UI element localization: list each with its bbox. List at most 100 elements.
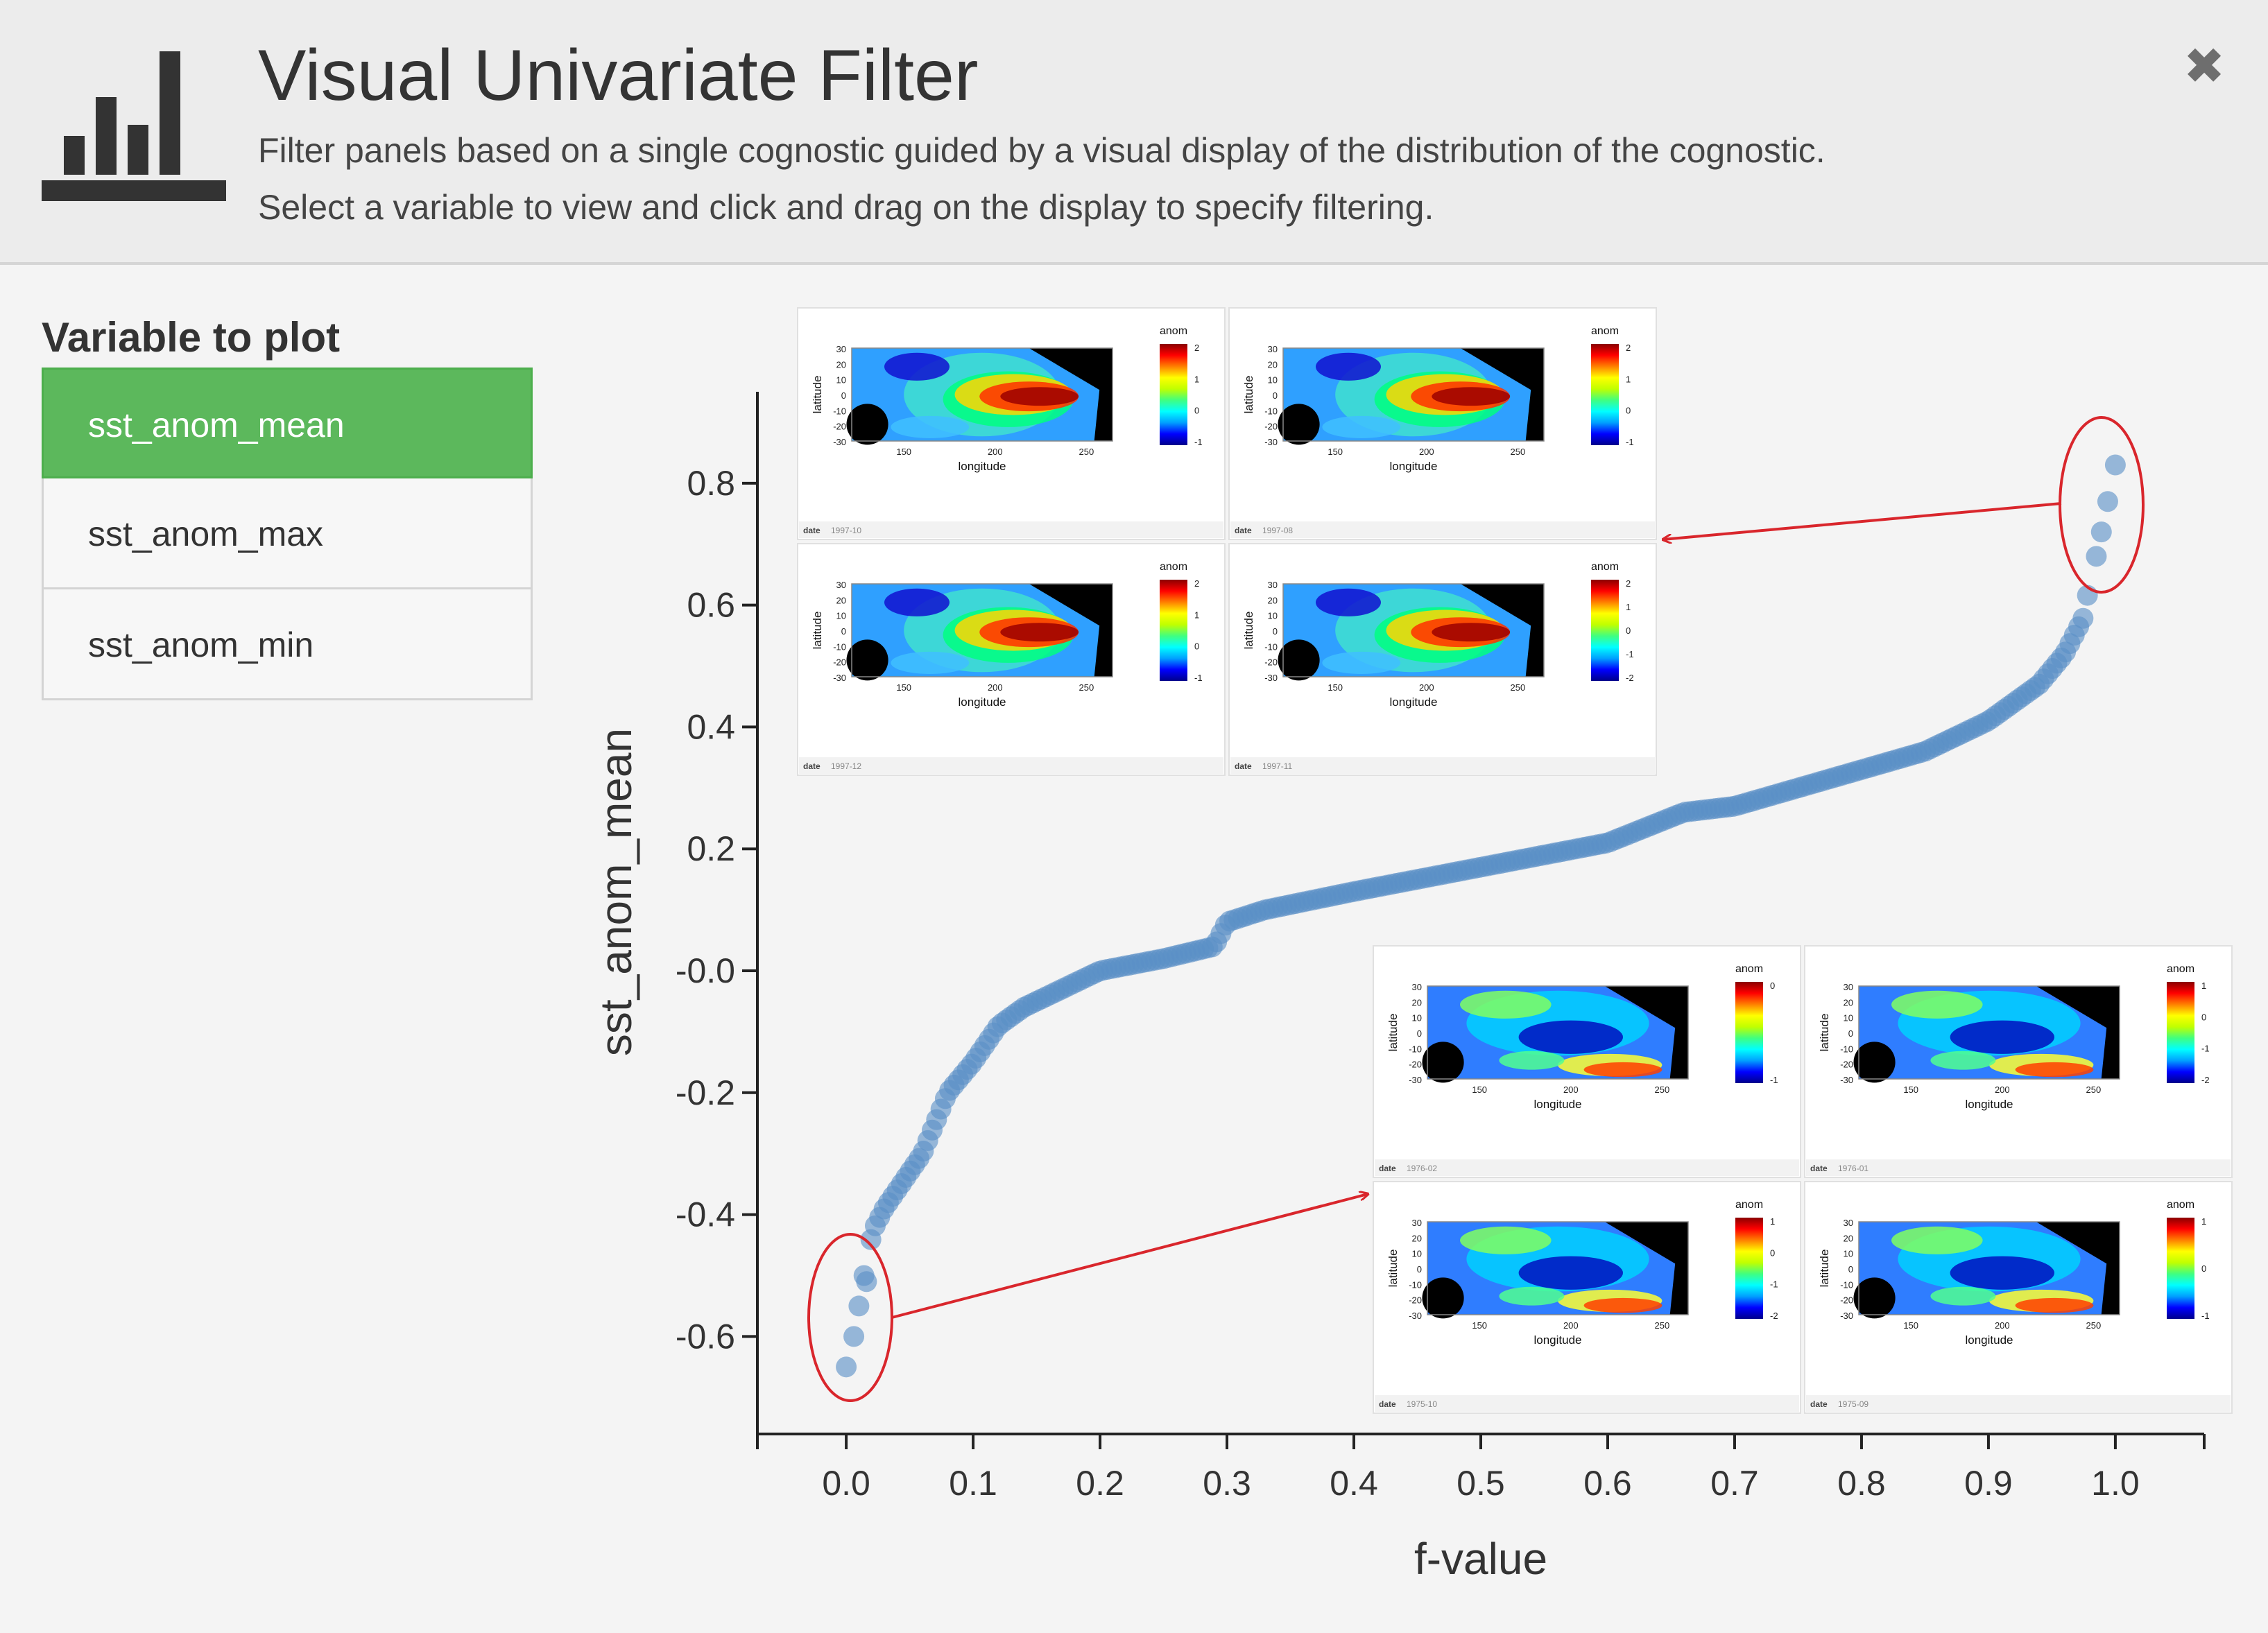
thumb-y-tick: 30 <box>1268 344 1278 354</box>
land-mask <box>1029 584 1112 677</box>
land-mask <box>846 404 888 445</box>
thumb-x-tick: 250 <box>2086 1320 2102 1331</box>
scale-label: -1 <box>2201 1044 2210 1054</box>
highlight-point <box>836 1356 857 1378</box>
thumb-x-tick: 150 <box>1328 447 1343 457</box>
variable-option-sst-anom-min[interactable]: sst_anom_min <box>42 589 533 700</box>
data-points <box>836 454 2126 1378</box>
modal-title: Visual Univariate Filter <box>258 35 979 116</box>
thumb-y-label: latitude <box>1818 1014 1831 1052</box>
modal-description-line2: Select a variable to view and click and … <box>258 188 1434 227</box>
color-scale-bar <box>1591 580 1619 681</box>
thumb-x-tick: 150 <box>896 447 911 457</box>
land-mask <box>1604 1222 1688 1315</box>
thumb-x-tick: 200 <box>1995 1085 2010 1095</box>
thumb-y-tick: -30 <box>1409 1075 1422 1085</box>
thumb-y-tick: 20 <box>836 595 846 605</box>
scale-label: 2 <box>1626 343 1631 353</box>
legend-title: anom <box>1591 325 1619 337</box>
thumb-y-tick: -30 <box>1840 1075 1853 1085</box>
scale-label: 1 <box>1626 602 1631 612</box>
variable-option-sst-anom-max[interactable]: sst_anom_max <box>42 478 533 589</box>
thumb-y-tick: -10 <box>1840 1044 1853 1054</box>
color-scale-bar <box>1591 344 1619 445</box>
x-tick-label: 0.6 <box>1583 1464 1632 1503</box>
thumb-y-tick: 0 <box>841 626 846 637</box>
scale-label: -1 <box>1770 1279 1778 1290</box>
close-icon[interactable]: ✖ <box>2183 39 2226 94</box>
x-tick-label: 0.0 <box>822 1464 870 1503</box>
x-tick-label: 1.0 <box>2091 1464 2140 1503</box>
legend-title: anom <box>1735 1199 1763 1211</box>
scale-label: 0 <box>1194 641 1199 652</box>
highlight-point <box>848 1295 870 1317</box>
highlight-point <box>2097 491 2118 512</box>
scale-label: 0 <box>1770 1247 1775 1258</box>
y-tick-label: -0.2 <box>676 1073 735 1112</box>
panel-footer-key: date <box>803 526 821 535</box>
panel-date: 1975-09 <box>1838 1399 1868 1409</box>
modal-header: Visual Univariate Filter Filter panels b… <box>0 0 2268 265</box>
panel-footer-key: date <box>803 761 821 771</box>
thumb-y-tick: 10 <box>1844 1013 1853 1023</box>
thumb-y-tick: 20 <box>1844 1233 1853 1243</box>
thumb-y-tick: 10 <box>1268 375 1278 386</box>
land-mask <box>1278 639 1320 681</box>
scale-label: 0 <box>2201 1263 2206 1274</box>
thumb-y-tick: -30 <box>1840 1311 1853 1321</box>
thumb-x-label: longitude <box>1389 460 1437 473</box>
land-mask <box>1278 404 1320 445</box>
x-axis-label: f-value <box>1414 1534 1547 1584</box>
thumb-y-tick: 30 <box>836 580 846 590</box>
panel-footer-key: date <box>1810 1164 1828 1173</box>
x-tick-label: 0.1 <box>949 1464 997 1503</box>
x-tick-label: 0.2 <box>1076 1464 1124 1503</box>
x-tick-label: 0.8 <box>1837 1464 1886 1503</box>
x-tick-label: 0.7 <box>1710 1464 1759 1503</box>
thumb-y-tick: -10 <box>1840 1279 1853 1290</box>
land-mask <box>2036 986 2120 1079</box>
thumb-x-tick: 250 <box>1079 682 1094 693</box>
thumb-y-tick: 20 <box>1412 1233 1422 1243</box>
thumb-x-tick: 200 <box>988 682 1003 693</box>
thumb-y-tick: -10 <box>1409 1279 1422 1290</box>
scale-label: 0 <box>2201 1012 2206 1022</box>
scale-label: -1 <box>1626 437 1634 447</box>
thumb-y-tick: 10 <box>1268 611 1278 621</box>
highlight-point <box>853 1265 875 1286</box>
thumb-x-tick: 150 <box>896 682 911 693</box>
legend-title: anom <box>2167 963 2194 975</box>
land-mask <box>1853 1042 1896 1083</box>
scale-label: 0 <box>1194 406 1199 416</box>
panel-date: 1976-01 <box>1838 1164 1868 1173</box>
scale-label: -1 <box>1770 1075 1778 1085</box>
variable-option-sst-anom-mean[interactable]: sst_anom_mean <box>42 368 533 478</box>
scale-label: 1 <box>1770 1216 1775 1227</box>
thumb-y-tick: 30 <box>1412 1218 1422 1228</box>
panel-footer-key: date <box>1235 526 1252 535</box>
panel-date: 1976-02 <box>1407 1164 1437 1173</box>
legend-title: anom <box>2167 1199 2194 1211</box>
scale-label: 2 <box>1626 578 1631 589</box>
land-mask <box>1422 1277 1464 1319</box>
thumb-y-tick: 0 <box>1848 1264 1853 1275</box>
thumb-y-tick: 30 <box>1844 1218 1853 1228</box>
thumb-y-tick: 0 <box>1273 390 1278 401</box>
thumb-y-tick: 0 <box>1273 626 1278 637</box>
thumb-x-tick: 150 <box>1903 1320 1918 1331</box>
high-values-arrow <box>1663 502 2062 539</box>
thumb-y-tick: -30 <box>833 437 846 447</box>
thumb-y-tick: 30 <box>1412 982 1422 992</box>
x-tick-label: 0.4 <box>1330 1464 1378 1503</box>
panel-footer-key: date <box>1379 1164 1396 1173</box>
thumb-x-tick: 250 <box>1511 682 1526 693</box>
